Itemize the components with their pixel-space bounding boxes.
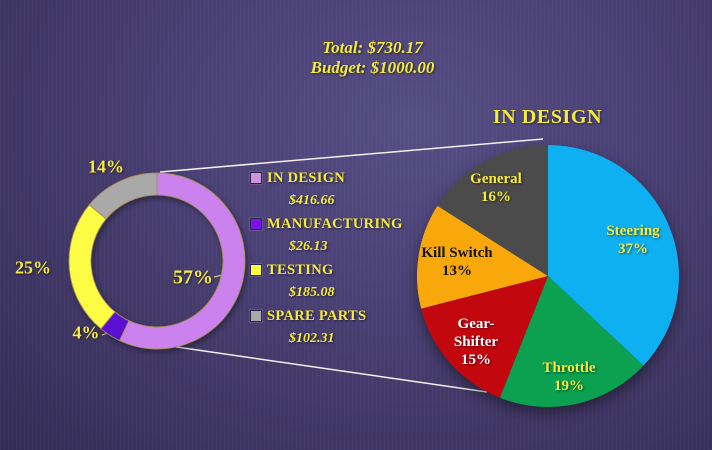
legend-label: SPARE PARTS [267, 307, 367, 324]
legend-item-testing: TESTING $185.08 [250, 259, 403, 305]
donut-label-in-design: 57% [173, 266, 213, 289]
pie-slice-kill-switch [417, 205, 548, 309]
pie-slice-general [437, 145, 548, 276]
legend-swatch-in-design [250, 172, 262, 184]
legend-value: $102.31 [289, 331, 335, 346]
pie-label-name: Kill Switch [421, 245, 493, 261]
donut-slice-spare-parts [88, 172, 158, 220]
pie-label-name: Gear-Shifter [453, 316, 499, 350]
legend-label: TESTING [267, 261, 334, 278]
pie-label-name: Throttle [542, 360, 596, 376]
pie-label-gear-shifter: Gear-Shifter 15% [445, 315, 507, 369]
legend-value: $26.13 [289, 239, 328, 254]
legend-label: IN DESIGN [267, 169, 346, 186]
pie-label-pct: 13% [441, 263, 472, 279]
donut-chart [68, 172, 246, 350]
pie-slice-throttle [499, 276, 644, 407]
legend-item-in-design: IN DESIGN $416.66 [250, 167, 403, 213]
pie-slice-gear-shifter [421, 276, 548, 398]
pie-label-pct: 19% [554, 378, 584, 394]
pie-label-name: General [470, 171, 522, 187]
pie-label-pct: 37% [617, 241, 648, 257]
budget-text: Budget: $1000.00 [310, 58, 435, 77]
pie-label-kill-switch: Kill Switch 13% [421, 244, 492, 280]
legend-item-spare-parts: SPARE PARTS $102.31 [250, 305, 403, 351]
pie-label-throttle: Throttle 19% [542, 359, 595, 395]
pie-title: IN DESIGN [492, 106, 603, 128]
donut-slice-in-design [118, 172, 246, 350]
callout-line-bottom [162, 344, 488, 393]
legend-swatch-manufacturing [250, 218, 262, 230]
pie-label-pct: 16% [481, 189, 511, 205]
donut-label-spare-parts: 14% [88, 156, 124, 177]
callout-line-top [159, 138, 544, 173]
pie-label-steering: Steering 37% [606, 222, 659, 258]
pie-slice-steering [548, 145, 679, 366]
donut-label-manufacturing: 4% [72, 322, 100, 343]
legend-value: $185.08 [289, 285, 335, 300]
budget-summary: Total: $730.17 Budget: $1000.00 [240, 38, 505, 78]
legend-swatch-spare-parts [250, 310, 262, 322]
pie-label-name: Steering [606, 223, 660, 239]
total-text: Total: $730.17 [322, 38, 423, 57]
donut-slice-testing [68, 204, 116, 330]
legend-value: $416.66 [289, 193, 335, 208]
pie-chart [417, 145, 679, 407]
donut-label-testing: 25% [15, 257, 51, 278]
pie-label-general: General 16% [470, 170, 522, 206]
legend-label: MANUFACTURING [267, 215, 403, 232]
legend-swatch-testing [250, 264, 262, 276]
legend-item-manufacturing: MANUFACTURING $26.13 [250, 213, 403, 259]
pie-label-pct: 15% [461, 352, 491, 368]
legend: IN DESIGN $416.66 MANUFACTURING $26.13 T… [250, 167, 403, 351]
